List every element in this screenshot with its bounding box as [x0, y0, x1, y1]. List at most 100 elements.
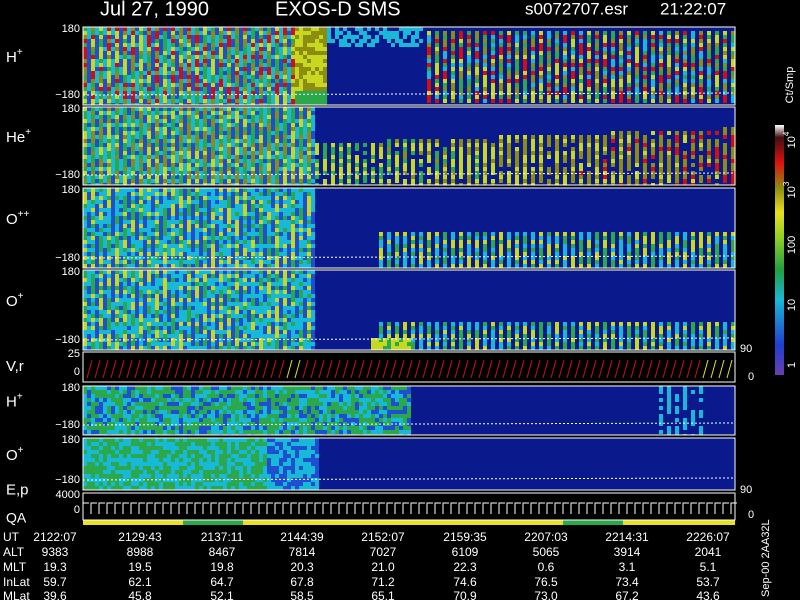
spectrogram-cell — [183, 163, 187, 167]
spectrogram-cell — [187, 39, 191, 43]
spectrogram-cell — [159, 47, 163, 51]
spectrogram-cell — [627, 175, 631, 179]
spectrogram-cell — [243, 27, 247, 31]
spectrogram-cell — [291, 179, 295, 183]
spectrogram-cell — [483, 175, 487, 179]
spectrogram-cell — [95, 236, 99, 240]
spectrogram-cell — [659, 99, 663, 103]
spectrogram-cell — [127, 75, 131, 79]
spectrogram-cell — [275, 175, 279, 179]
spectrogram-cell — [419, 27, 423, 31]
spectrogram-cell — [659, 151, 663, 155]
spectrogram-cell — [303, 35, 307, 39]
spectrogram-cell — [531, 35, 535, 39]
spectrogram-cell — [239, 212, 243, 216]
spectrogram-cell — [219, 79, 223, 83]
spectrogram-cell — [287, 188, 291, 192]
spectrogram-cell — [651, 143, 655, 147]
spectrogram-cell — [339, 159, 343, 163]
spectrogram-cell — [287, 111, 291, 115]
spectrogram-cell — [715, 31, 719, 35]
spectrogram-cell — [127, 139, 131, 143]
spectrogram-cell — [251, 135, 255, 139]
spectrogram-cell — [667, 87, 671, 91]
spectrogram-cell — [215, 59, 219, 63]
spectrogram-cell — [83, 175, 87, 179]
spectrogram-cell — [483, 179, 487, 183]
spectrogram-cell — [275, 236, 279, 240]
spectrogram-cell — [147, 260, 151, 264]
spectrogram-cell — [231, 83, 235, 87]
spectrogram-cell — [139, 188, 143, 192]
spectrogram-cell — [371, 43, 375, 47]
spectrogram-cell — [239, 200, 243, 204]
spectrogram-cell — [171, 192, 175, 196]
spectrogram-cell — [555, 99, 559, 103]
spectrogram-cell — [347, 167, 351, 171]
spectrogram-cell — [319, 103, 323, 105]
spectrogram-cell — [87, 119, 91, 123]
spectrogram-cell — [179, 236, 183, 240]
spectrogram-cell — [215, 39, 219, 43]
spectrogram-cell — [147, 216, 151, 220]
spectrogram-cell — [707, 155, 711, 159]
spectrogram-cell — [99, 131, 103, 135]
spectrogram-cell — [247, 123, 251, 127]
spectrogram-cell — [251, 232, 255, 236]
spectrogram-cell — [267, 75, 271, 79]
spectrogram-cell — [95, 27, 99, 31]
spectrogram-cell — [571, 35, 575, 39]
spectrogram-cell — [163, 83, 167, 87]
spectrogram-cell — [315, 163, 319, 167]
spectrogram-cell — [379, 183, 383, 185]
spectrogram-cell — [691, 135, 695, 139]
spectrogram-cell — [531, 171, 535, 175]
spectrogram-cell — [143, 43, 147, 47]
spectrogram-cell — [507, 47, 511, 51]
spectrogram-cell — [419, 163, 423, 167]
spectrogram-cell — [491, 163, 495, 167]
spectrogram-cell — [259, 183, 263, 185]
spectrogram-cell — [435, 43, 439, 47]
spectrogram-cell — [635, 143, 639, 147]
spectrogram-cell — [675, 55, 679, 59]
spectrogram-cell — [563, 55, 567, 59]
spectrogram-cell — [307, 111, 311, 115]
spectrogram-cell — [175, 260, 179, 264]
spectrogram-cell — [255, 143, 259, 147]
spectrogram-cell — [195, 87, 199, 91]
spectrogram-cell — [191, 103, 195, 105]
spectrogram-panel — [82, 106, 736, 186]
spectrogram-cell — [115, 204, 119, 208]
spectrogram-cell — [651, 171, 655, 175]
spectrogram-cell — [303, 143, 307, 147]
spectrogram-cell — [111, 91, 115, 95]
spectrogram-cell — [523, 159, 527, 163]
spectrogram-cell — [159, 196, 163, 200]
spectrogram-cell — [155, 131, 159, 135]
spectrogram-cell — [247, 71, 251, 75]
spectrogram-cell — [167, 196, 171, 200]
spectrogram-cell — [563, 47, 567, 51]
spectrogram-cell — [331, 155, 335, 159]
spectrogram-cell — [427, 159, 431, 163]
spectrogram-cell — [579, 67, 583, 71]
spectrogram-cell — [287, 264, 291, 268]
spectrogram-cell — [303, 119, 307, 123]
spectrogram-cell — [235, 167, 239, 171]
spectrogram-cell — [683, 63, 687, 67]
spectrogram-cell — [215, 103, 219, 105]
spectrogram-cell — [175, 248, 179, 252]
spectrogram-cell — [331, 151, 335, 155]
spectrogram-cell — [231, 188, 235, 192]
spectrogram-cell — [163, 31, 167, 35]
spectrogram-cell — [175, 224, 179, 228]
spectrogram-cell — [443, 47, 447, 51]
spectrogram-cell — [499, 159, 503, 163]
spectrogram-cell — [179, 95, 183, 99]
spectrogram-cell — [155, 183, 159, 185]
spectrogram-cell — [219, 192, 223, 196]
spectrogram-cell — [151, 175, 155, 179]
spectrogram-cell — [171, 147, 175, 151]
spectrogram-cell — [291, 252, 295, 256]
